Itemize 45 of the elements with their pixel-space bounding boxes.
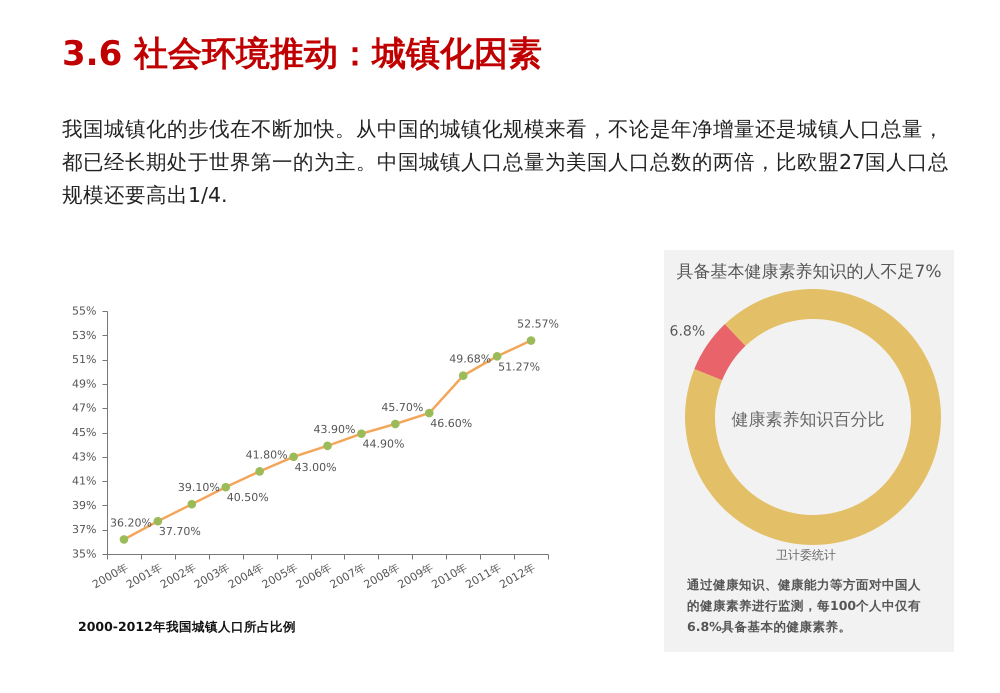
data-label: 46.60%: [430, 417, 472, 430]
data-label: 6.8%: [670, 323, 706, 340]
y-tick-label: 39%: [72, 498, 96, 512]
data-label: 44.90%: [362, 438, 404, 451]
data-label: 43.00%: [294, 460, 337, 474]
data-label: 41.80%: [246, 448, 288, 462]
point: [221, 482, 230, 492]
y-tick-label: 55%: [72, 304, 96, 318]
y-tick-label: 53%: [72, 328, 96, 342]
point: [120, 535, 128, 544]
data-label: 43.90%: [314, 422, 356, 436]
y-tick-label: 35%: [72, 548, 96, 560]
text: 3.6 社会环境推动：城镇化因素: [62, 34, 542, 74]
y-tick-label: 45%: [72, 426, 96, 439]
data-label: 49.68%: [449, 352, 492, 366]
text: 卫计委统计: [776, 548, 836, 562]
y-tick-label: 41%: [72, 474, 96, 488]
chart-title: 具备基本健康素养知识的人不足7%: [676, 262, 942, 282]
y-tick-label: 51%: [72, 353, 96, 366]
text: 我国城镇化的步伐在不断加快。从中国的城镇化规模来看，不论是年净增量还是城镇人口总量，都已经长期处于世界第一的为主。中国城镇人口总量为美国人口总数的两倍，比欧盟27国人口总规模还要高出1/4.: [62, 117, 950, 207]
data-label: 37.70%: [158, 525, 201, 538]
data-label: 39.10%: [178, 481, 220, 494]
point: [424, 408, 434, 418]
point: [154, 516, 162, 526]
y-tick-label: 37%: [72, 523, 96, 536]
y-tick-label: 49%: [72, 377, 96, 390]
point: [492, 352, 502, 361]
y-tick-label: 43%: [72, 450, 96, 464]
point: [458, 371, 468, 380]
point: [255, 467, 264, 476]
text: 健康素养知识百分比: [732, 410, 884, 430]
point: [289, 452, 298, 462]
data-label: 45.70%: [381, 400, 424, 414]
data-label: 40.50%: [226, 491, 269, 504]
y-tick-label: 47%: [72, 402, 96, 415]
data-label: 36.20%: [110, 516, 152, 530]
point: [526, 336, 536, 345]
point: [391, 420, 400, 428]
text: 2000-2012年我国城镇人口所占比例: [78, 619, 296, 634]
point: [357, 429, 366, 438]
point: [323, 442, 332, 450]
data-label: 51.27%: [498, 360, 540, 374]
data-label: 52.57%: [517, 318, 560, 331]
text: 通过健康知识、健康能力等方面对中国人的健康素养进行监测，每100个人中仅有6.8%具备基本的健康素养。: [686, 577, 922, 634]
point: [187, 500, 196, 509]
